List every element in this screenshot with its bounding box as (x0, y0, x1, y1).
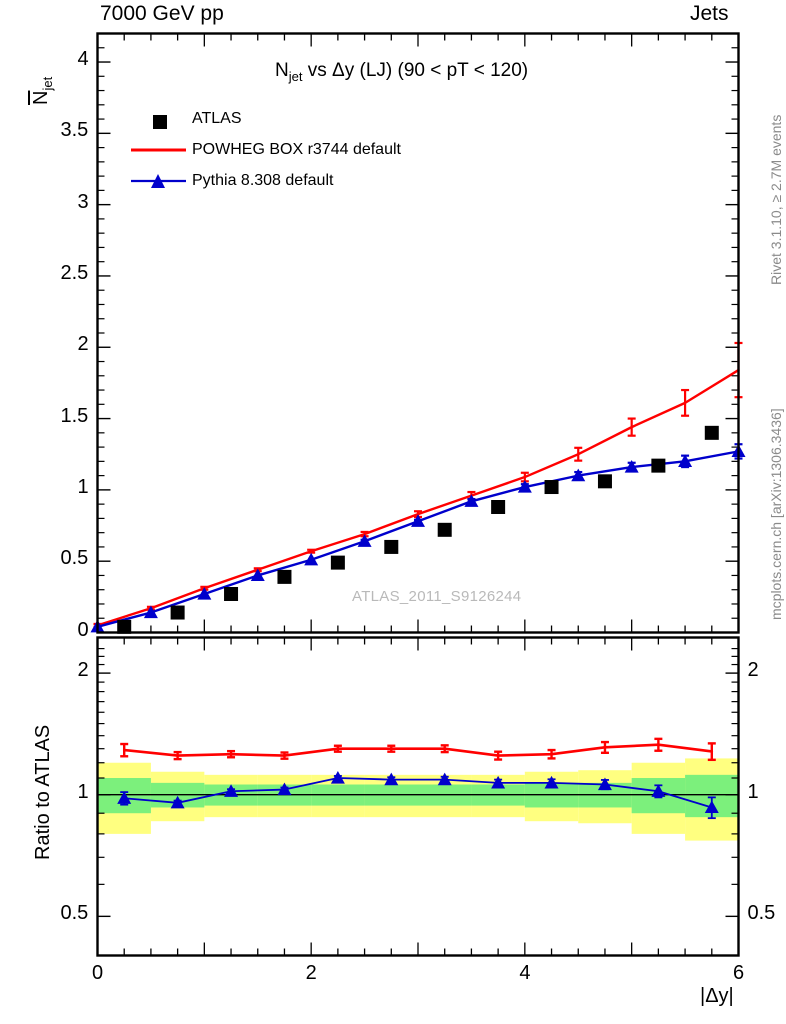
ratio-marker-triangle (170, 795, 185, 809)
plot-title-subscript: jet (288, 68, 303, 84)
analysis-watermark: ATLAS_2011_S9126244 (352, 588, 522, 605)
plot-title: Njet vs Δy (LJ) (90 < pT < 120) (275, 60, 528, 84)
legend-marker-square (153, 115, 167, 129)
ratio-line-powheg (122, 743, 714, 757)
main-pythia-marker-triangle (571, 468, 586, 482)
data-marker-square (170, 605, 185, 620)
ratio-marker-triangle (651, 784, 666, 797)
y-tick-label-main: 1.5 (60, 404, 89, 427)
ratio-marker-triangle (597, 777, 612, 791)
header-category-label: Jets (690, 2, 729, 25)
main-pythia-marker-triangle (411, 514, 425, 527)
main-pythia-line-triangle (96, 450, 740, 628)
ratio-marker-triangle (330, 771, 345, 784)
y-tick-label-main: 1 (77, 475, 89, 498)
ratio-panel-frame (96, 636, 740, 957)
x-tick-label: 0 (92, 961, 104, 984)
y-tick-label-ratio-left: 1 (77, 780, 89, 803)
plot-title-main: N (275, 60, 289, 81)
main-pythia-marker-triangle (517, 480, 532, 493)
data-marker-square (224, 586, 239, 601)
ratio-marker-triangle (224, 784, 239, 797)
y-tick-label-main: 2.5 (60, 261, 89, 284)
ratio-marker-triangle (277, 782, 292, 796)
main-pythia-marker-triangle (250, 568, 265, 582)
y-tick-label-ratio-right: 1 (747, 780, 759, 803)
data-marker-square (704, 425, 719, 440)
main-pythia-marker-triangle (464, 494, 479, 507)
legend-marker-triangle-pythia (151, 174, 165, 188)
x-axis-label: |Δy| (700, 985, 734, 1007)
ratio-marker-triangle (491, 775, 506, 789)
ratio-marker-triangle (437, 772, 452, 786)
data-marker-square (117, 619, 132, 634)
main-pythia-marker-triangle (678, 454, 693, 467)
header-beam-label: 7000 GeV pp (100, 2, 224, 25)
y-tick-label-main: 4 (77, 48, 89, 71)
data-marker-square (597, 474, 612, 489)
main-pythia-marker-triangle (624, 460, 639, 473)
y-tick-label-ratio-right: 2 (747, 659, 759, 682)
data-marker-square (330, 555, 345, 570)
y-tick-label-main: 0.5 (60, 547, 89, 570)
generated-plot-graphics (90, 32, 746, 957)
y-tick-label-ratio-left: 2 (77, 659, 89, 682)
y-tick-label-main: 3 (77, 190, 89, 213)
y-tick-label-ratio-right: 0.5 (747, 902, 776, 925)
legend-label-pythia: Pythia 8.308 default (192, 172, 334, 189)
data-marker-square (651, 458, 666, 473)
plot-title-rest: vs Δy (LJ) (90 < pT < 120) (302, 60, 529, 81)
data-marker-square (544, 480, 559, 495)
data-marker-square (491, 499, 506, 514)
x-tick-label: 6 (733, 961, 745, 984)
main-powheg-line-line (96, 368, 740, 627)
y-tick-label-main: 0 (77, 618, 89, 641)
ratio-marker-triangle (544, 775, 559, 789)
main-pythia-marker-triangle (143, 605, 158, 619)
x-tick-label: 2 (305, 961, 317, 984)
main-pythia-marker-triangle (357, 534, 372, 547)
ratio-marker-triangle (117, 791, 132, 804)
main-panel-frame (96, 32, 740, 634)
main-pythia-marker-triangle (304, 552, 319, 566)
data-marker-square (384, 539, 399, 554)
data-marker-square (437, 522, 452, 537)
main-pythia-marker-triangle (197, 586, 212, 600)
ratio-marker-triangle (384, 772, 399, 786)
x-tick-label: 4 (519, 961, 531, 984)
ratio-line-pythia (123, 777, 713, 809)
ratio-marker-triangle (704, 800, 719, 814)
y-tick-label-main: 3.5 (60, 119, 89, 142)
legend-label-powheg: POWHEG BOX r3744 default (192, 141, 401, 158)
data-marker-square (277, 569, 292, 584)
y-tick-label-main: 2 (77, 333, 89, 356)
legend-label-atlas: ATLAS (192, 110, 242, 127)
y-tick-label-ratio-left: 0.5 (60, 902, 89, 925)
